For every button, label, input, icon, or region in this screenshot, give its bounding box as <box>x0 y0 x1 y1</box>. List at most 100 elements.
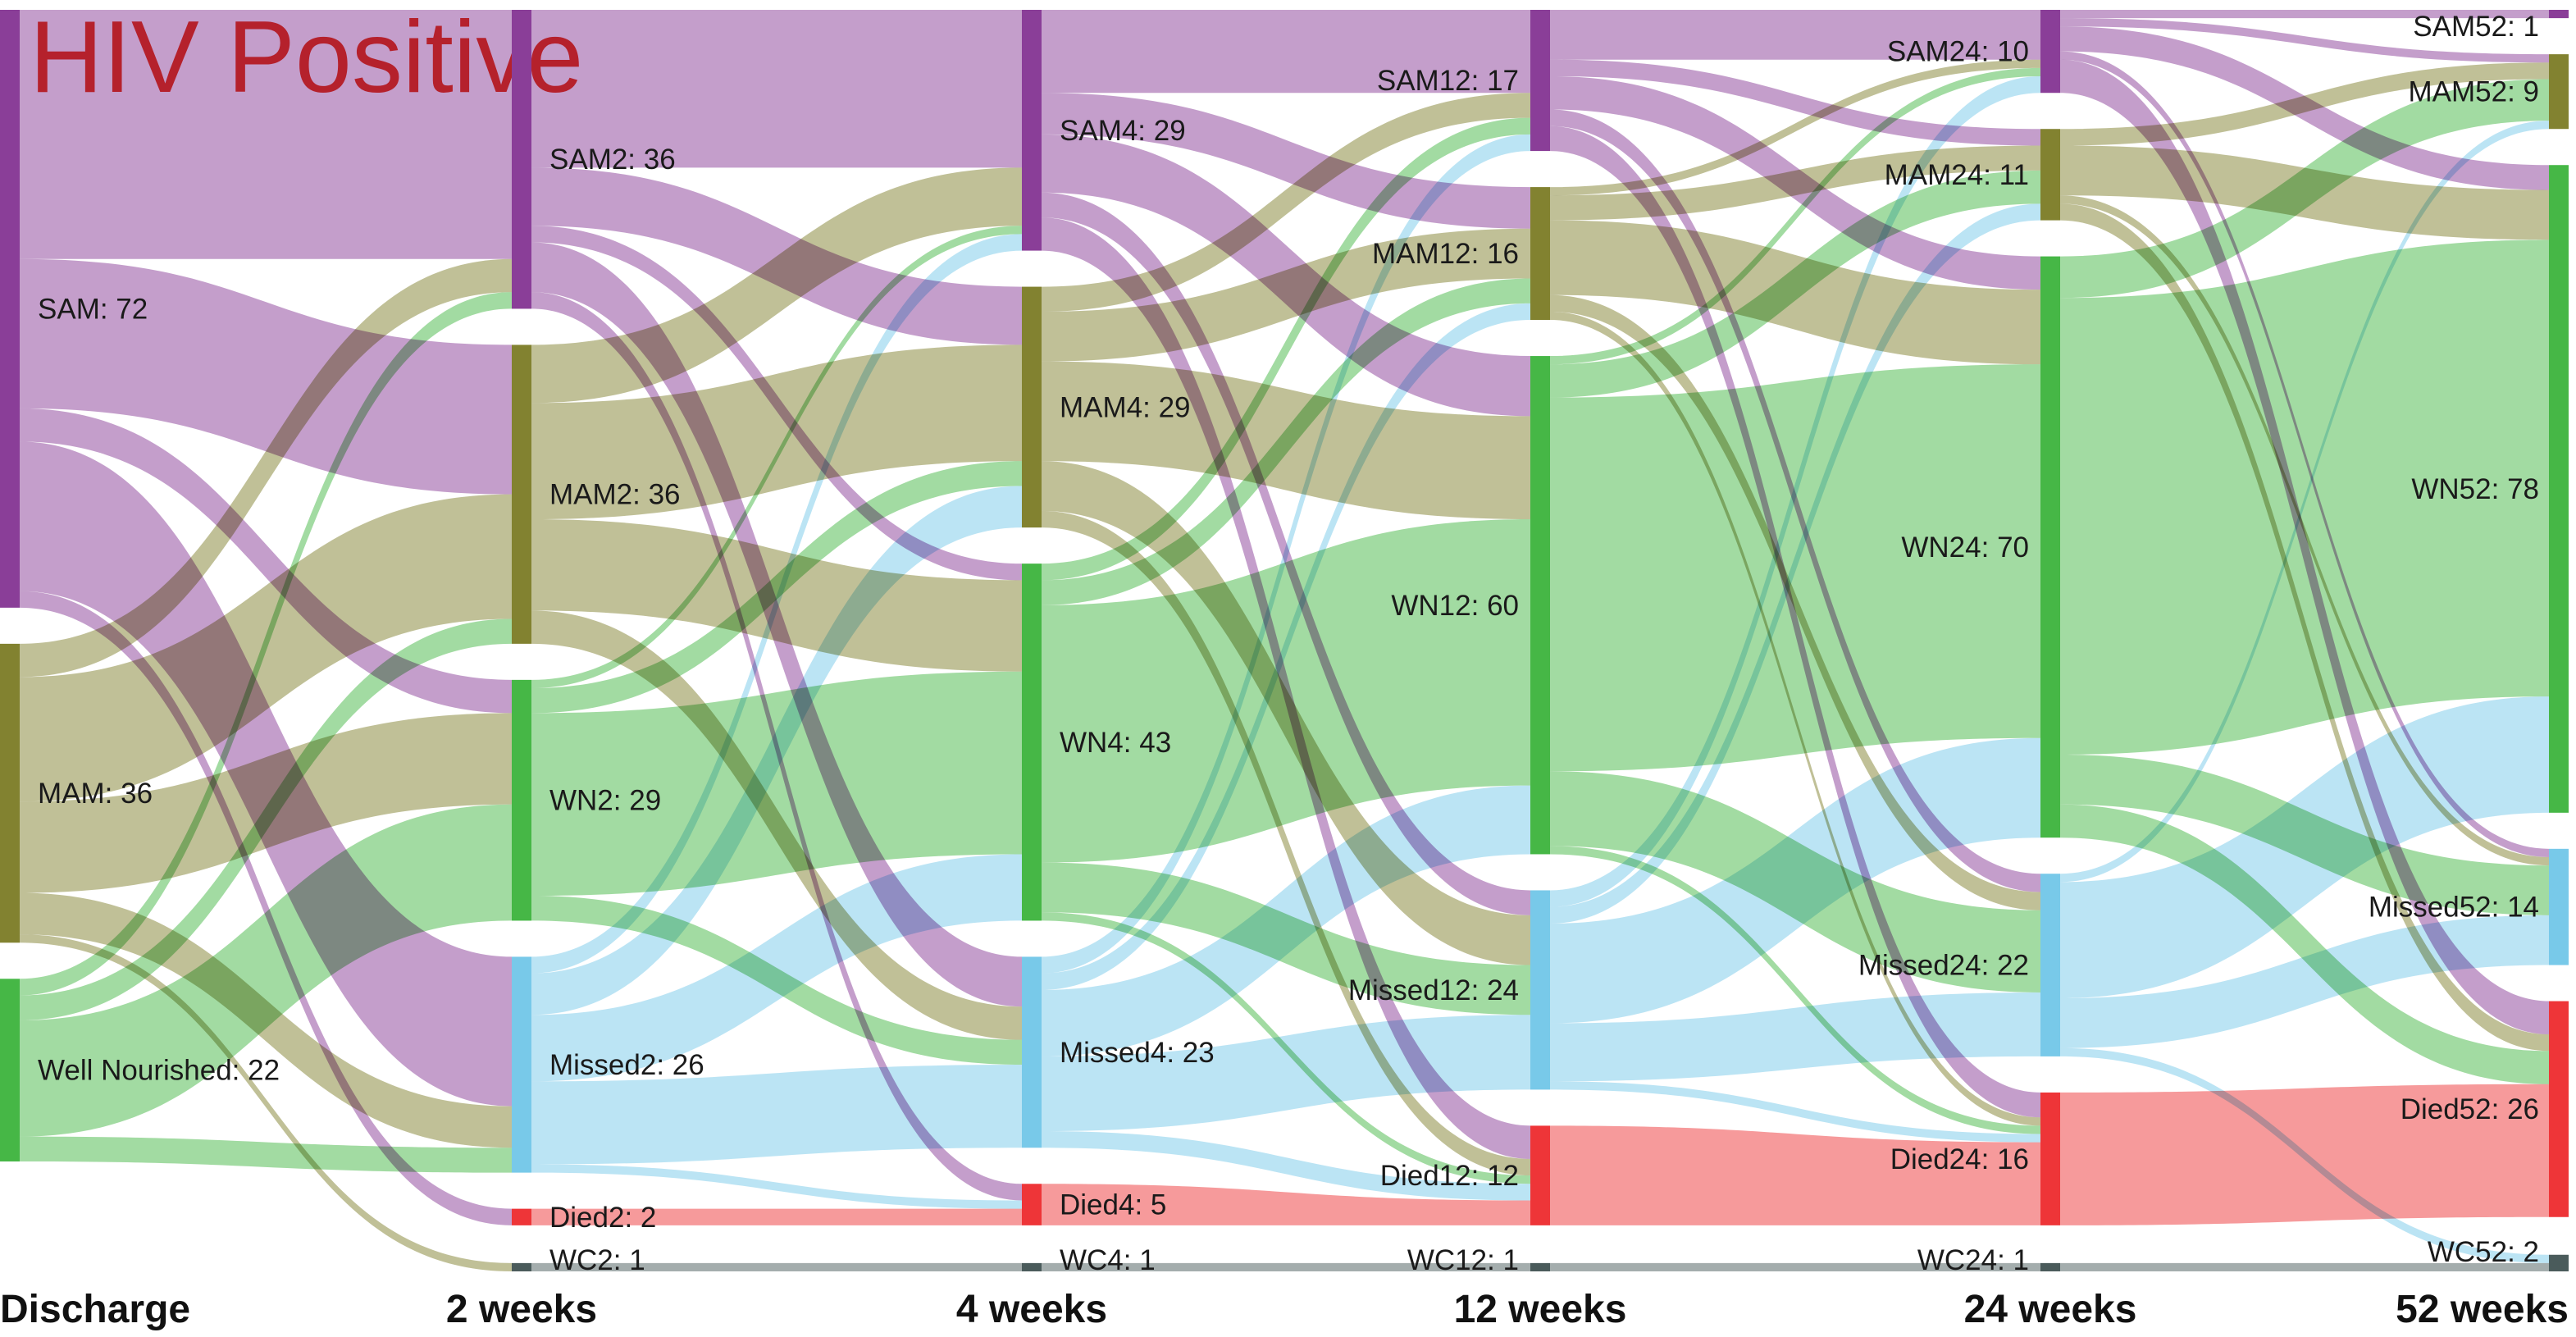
flow-MAM2-SAM4 <box>531 167 1022 404</box>
flow-WN0-SAM2 <box>20 292 512 996</box>
flow-MAM2-MAM4 <box>531 345 1022 520</box>
node-label-SAM2: SAM2: 36 <box>549 144 676 176</box>
flow-SAM12-SAM24 <box>1550 10 2040 60</box>
flow-Died2-Died4 <box>531 1208 1022 1225</box>
flow-MAM4-MAM12 <box>1042 228 1530 362</box>
node-WN12 <box>1530 356 1550 855</box>
node-label-WN0: Well Nourished: 22 <box>38 1055 280 1087</box>
flow-WN12-Died24 <box>1550 846 2040 1134</box>
node-WN24 <box>2040 256 2060 838</box>
flow-Missed12-SAM24 <box>1550 75 2040 907</box>
flow-Missed2-Died4 <box>531 1164 1022 1209</box>
node-MAM0 <box>0 643 20 943</box>
node-label-SAM24: SAM24: 10 <box>1887 36 2029 68</box>
column-label-5: 52 weeks <box>2396 1288 2569 1331</box>
node-Missed4 <box>1022 956 1042 1148</box>
flow-Missed12-Died24 <box>1550 1081 2040 1143</box>
node-label-SAM52: SAM52: 1 <box>2413 11 2539 43</box>
node-label-SAM0: SAM: 72 <box>38 293 148 325</box>
flow-MAM4-Died12 <box>1042 510 1530 1176</box>
node-SAM2 <box>512 10 531 309</box>
node-label-Missed4: Missed4: 23 <box>1060 1037 1215 1069</box>
nodes-layer <box>0 10 2569 1271</box>
flow-Missed12-Missed24 <box>1550 992 2040 1082</box>
node-WC52 <box>2549 1254 2569 1271</box>
node-label-MAM12: MAM12: 16 <box>1372 238 1519 270</box>
flow-Died12-Died24 <box>1550 1125 2040 1225</box>
column-label-3: 12 weeks <box>1454 1288 1627 1331</box>
column-label-1: 2 weeks <box>446 1288 597 1331</box>
node-label-Died4: Died4: 5 <box>1060 1189 1166 1221</box>
flow-SAM0-SAM2 <box>20 10 512 259</box>
flow-SAM2-SAM4 <box>531 10 1022 168</box>
flow-WN2-SAM4 <box>531 226 1022 688</box>
flow-Missed24-Missed52 <box>2060 915 2549 1048</box>
node-label-WC52: WC52: 2 <box>2428 1236 2539 1268</box>
column-labels: Discharge 2 weeks 4 weeks 12 weeks 24 weeks 5… <box>0 1288 2569 1331</box>
flow-MAM12-SAM24 <box>1550 59 2040 196</box>
flow-WN4-SAM12 <box>1042 117 1530 581</box>
flow-Missed2-MAM4 <box>531 486 1022 1015</box>
flow-WC2-WC4 <box>531 1262 1022 1271</box>
flow-MAM24-MAM52 <box>2060 62 2549 146</box>
flow-WN4-MAM12 <box>1042 278 1530 605</box>
node-label-Missed24: Missed24: 22 <box>1858 950 2029 982</box>
node-SAM12 <box>1530 10 1550 152</box>
flow-Missed24-WN52 <box>2060 696 2549 999</box>
flow-SAM0-Died2 <box>20 591 512 1225</box>
node-label-WC24: WC24: 1 <box>1917 1244 2029 1276</box>
node-label-Missed52: Missed52: 14 <box>2369 892 2539 924</box>
flow-WC4-WC12 <box>1042 1262 1530 1271</box>
flow-SAM0-MAM2 <box>20 258 512 495</box>
node-WC2 <box>512 1262 531 1271</box>
node-label-WN52: WN52: 78 <box>2411 473 2539 505</box>
node-MAM2 <box>512 345 531 644</box>
node-label-MAM24: MAM24: 11 <box>1885 159 2029 191</box>
flow-WN12-SAM24 <box>1550 67 2040 365</box>
flow-Died24-Died52 <box>2060 1084 2549 1225</box>
flow-WN24-MAM52 <box>2060 79 2549 299</box>
flow-WN4-WN12 <box>1042 519 1530 863</box>
node-WN52 <box>2549 165 2569 813</box>
node-label-Died52: Died52: 26 <box>2400 1093 2539 1125</box>
node-label-WN2: WN2: 29 <box>549 785 661 817</box>
node-WC12 <box>1530 1262 1550 1271</box>
flow-Missed4-SAM12 <box>1042 134 1530 974</box>
node-SAM4 <box>1022 10 1042 251</box>
node-WC24 <box>2040 1262 2060 1271</box>
flow-Missed2-Missed4 <box>531 1065 1022 1165</box>
node-WN4 <box>1022 564 1042 921</box>
node-WN2 <box>512 679 531 921</box>
node-MAM4 <box>1022 286 1042 528</box>
flow-WC12-WC24 <box>1550 1262 2040 1271</box>
flows-layer <box>20 10 2549 1271</box>
node-label-WN4: WN4: 43 <box>1060 727 1171 759</box>
column-label-2: 4 weeks <box>956 1288 1107 1331</box>
node-label-MAM4: MAM4: 29 <box>1060 391 1191 423</box>
node-Died4 <box>1022 1184 1042 1225</box>
flow-MAM0-WC2 <box>20 934 512 1271</box>
node-label-Died12: Died12: 12 <box>1380 1160 1519 1192</box>
node-label-WC4: WC4: 1 <box>1060 1244 1156 1276</box>
node-label-MAM52: MAM52: 9 <box>2409 76 2540 108</box>
flow-MAM0-WN2 <box>20 713 512 893</box>
node-label-WC12: WC12: 1 <box>1407 1244 1519 1276</box>
flow-Missed4-WN12 <box>1042 785 1530 1056</box>
flow-WC24-WC52 <box>2060 1262 2549 1271</box>
node-label-SAM4: SAM4: 29 <box>1060 115 1186 147</box>
node-Missed2 <box>512 956 531 1173</box>
flow-MAM4-SAM12 <box>1042 93 1530 312</box>
node-MAM24 <box>2040 129 2060 221</box>
node-MAM12 <box>1530 187 1550 321</box>
node-Missed12 <box>1530 890 1550 1090</box>
node-Died2 <box>512 1208 531 1225</box>
node-SAM24 <box>2040 10 2060 94</box>
flow-SAM4-MAM12 <box>1042 93 1530 229</box>
flow-Missed12-WN24 <box>1550 737 2040 1024</box>
node-Missed52 <box>2549 848 2569 965</box>
node-label-MAM2: MAM2: 36 <box>549 479 681 511</box>
node-Died52 <box>2549 1001 2569 1217</box>
node-label-WN24: WN24: 70 <box>1901 532 2029 564</box>
labels-layer: SAM: 72 MAM: 36 Well Nourished: 22 SAM2: 36… <box>38 11 2539 1276</box>
node-WN0 <box>0 979 20 1161</box>
